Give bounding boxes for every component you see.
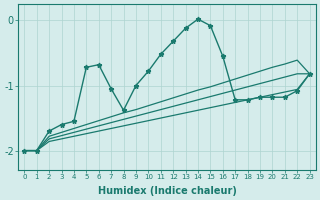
X-axis label: Humidex (Indice chaleur): Humidex (Indice chaleur) [98,186,236,196]
